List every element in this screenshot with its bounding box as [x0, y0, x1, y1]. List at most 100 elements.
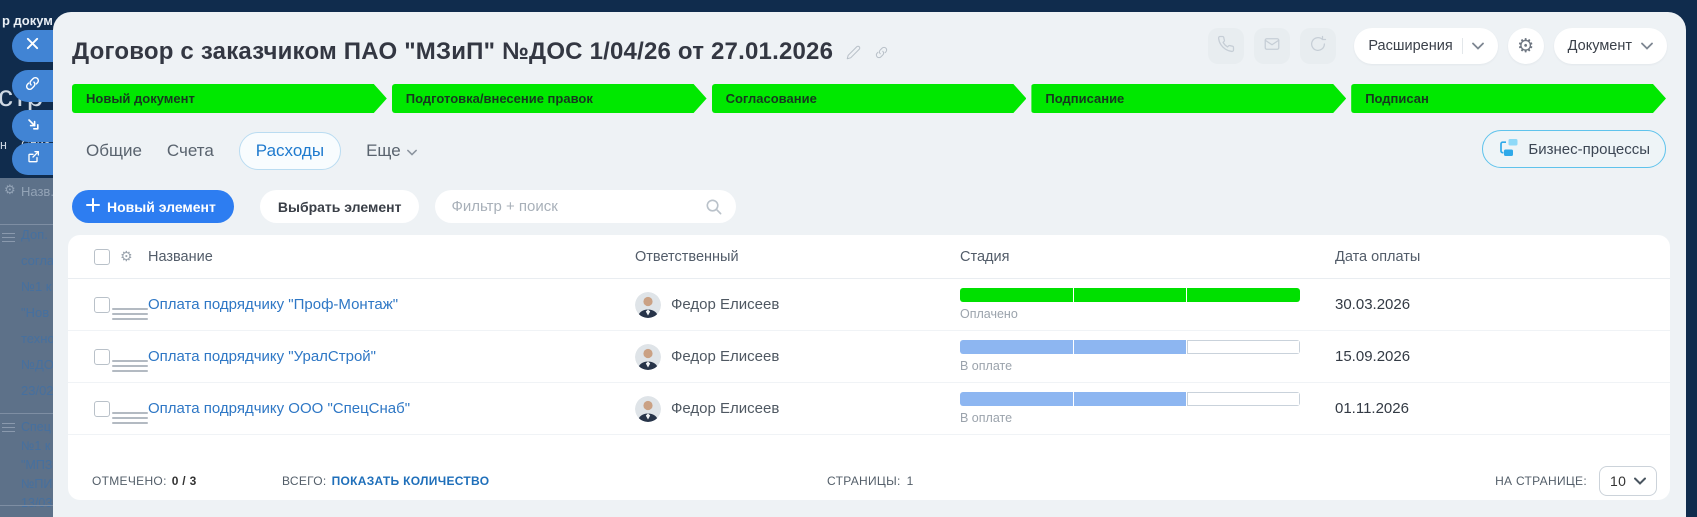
per-page-control: НА СТРАНИЦЕ: 10 [1495, 466, 1657, 496]
table-header-row: ⚙ Название Ответственный Стадия Дата опл… [68, 235, 1670, 279]
call-button[interactable] [1208, 28, 1245, 64]
tab-expenses[interactable]: Расходы [238, 132, 342, 170]
backdrop-column-fragment: Назв. [21, 184, 53, 199]
row-menu-icon[interactable] [112, 411, 148, 424]
tab-general[interactable]: Общие [86, 141, 142, 160]
avatar [635, 343, 661, 370]
stage-progress-bar[interactable] [960, 392, 1300, 406]
total-label: ВСЕГО: [282, 474, 327, 488]
header-actions: Расширения ⚙ Документ [1208, 28, 1667, 64]
filter-search-input[interactable] [435, 190, 737, 223]
tab-invoices[interactable]: Счета [166, 141, 214, 160]
document-menu-label: Документ [1567, 38, 1632, 54]
email-button[interactable] [1254, 28, 1291, 64]
envelope-icon [1263, 35, 1281, 58]
row-menu-icon[interactable] [112, 359, 148, 372]
stage-new-document[interactable]: Новый документ [72, 84, 387, 113]
chevron-down-icon [406, 141, 417, 161]
stage-approval[interactable]: Согласование [712, 84, 1027, 113]
business-process-icon [1498, 137, 1519, 162]
column-header-stage[interactable]: Стадия [960, 248, 1010, 265]
backdrop-item-fragment: Доп. согла №1 к "Нов техно №ДО 23/02 [21, 227, 53, 398]
row-name-link[interactable]: Оплата подрядчику "УралСтрой" [148, 347, 377, 365]
row-name-link[interactable]: Оплата подрядчику ООО "СпецСнаб" [148, 399, 411, 417]
stage-progress-bar[interactable] [960, 288, 1300, 302]
total-counter: ВСЕГО: ПОКАЗАТЬ КОЛИЧЕСТВО [282, 474, 489, 488]
show-count-link[interactable]: ПОКАЗАТЬ КОЛИЧЕСТВО [331, 474, 490, 488]
page-title: Договор с заказчиком ПАО "МЗиП" №ДОС 1/0… [72, 38, 834, 65]
copy-link-icon[interactable] [874, 45, 889, 60]
new-element-label: Новый элемент [107, 198, 216, 215]
document-menu-button[interactable]: Документ [1553, 28, 1667, 64]
new-element-button[interactable]: Новый элемент [72, 190, 234, 223]
row-menu-icon[interactable] [112, 307, 148, 320]
grid-settings-icon[interactable]: ⚙ [120, 248, 133, 264]
extensions-button[interactable]: Расширения [1354, 28, 1498, 64]
chevron-down-icon [1471, 38, 1484, 54]
table-row: Оплата подрядчику ООО "СпецСнаб" Федор Е… [68, 383, 1670, 435]
arrow-collapse-icon [25, 116, 41, 137]
per-page-select[interactable]: 10 [1599, 466, 1657, 496]
tabs: Общие Счета Расходы Еще [86, 132, 417, 170]
backdrop-item-fragment: Спец №1 к "МПЗ №ПИ 13/03 [21, 420, 53, 510]
pages-indicator: СТРАНИЦЫ: 1 [827, 474, 914, 488]
settings-button[interactable]: ⚙ [1507, 28, 1544, 64]
row-checkbox[interactable] [94, 296, 110, 313]
button-divider [1461, 38, 1463, 54]
filter-search [435, 190, 737, 223]
stage-label: В оплате [960, 359, 1013, 373]
backdrop-separator [0, 505, 53, 506]
stage-preparation[interactable]: Подготовка/внесение правок [392, 84, 707, 113]
slider-open-new-window-button[interactable] [12, 143, 53, 175]
stage-progress-bar[interactable] [960, 340, 1300, 354]
slider-copy-link-button[interactable] [12, 70, 53, 102]
tab-more-label: Еще [366, 141, 401, 160]
row-checkbox[interactable] [94, 348, 110, 365]
column-header-name[interactable]: Название [148, 248, 213, 265]
extensions-label: Расширения [1368, 38, 1453, 54]
column-header-payment-date[interactable]: Дата оплаты [1335, 248, 1421, 265]
stage-signing[interactable]: Подписание [1031, 84, 1346, 113]
sync-button[interactable] [1300, 28, 1337, 64]
chevron-down-icon [1641, 38, 1653, 54]
title-row: Договор с заказчиком ПАО "МЗиП" №ДОС 1/0… [72, 37, 889, 67]
backdrop-separator [0, 413, 53, 414]
refresh-circle-icon [1309, 35, 1327, 58]
edit-title-icon[interactable] [846, 45, 861, 60]
stage-label: В оплате [960, 411, 1013, 425]
pages-label: СТРАНИЦЫ: [827, 474, 901, 488]
row-checkbox[interactable] [94, 400, 110, 417]
select-element-button[interactable]: Выбрать элемент [259, 190, 420, 223]
column-header-responsible[interactable]: Ответственный [635, 248, 739, 265]
backdrop-text-fragment: н [0, 138, 7, 152]
page-number[interactable]: 1 [906, 474, 914, 488]
chevron-down-icon [1634, 477, 1646, 485]
slider-minimize-button[interactable] [12, 110, 53, 142]
stage-signed[interactable]: Подписан [1351, 84, 1666, 113]
checked-counter: ОТМЕЧЕНО: 0 / 3 [92, 474, 197, 488]
backdrop-drag-icon [2, 230, 15, 245]
business-processes-button[interactable]: Бизнес-процессы [1482, 130, 1666, 168]
payment-date: 30.03.2026 [1335, 296, 1411, 313]
external-link-icon [25, 149, 41, 170]
backdrop-gear-icon: ⚙ [4, 182, 16, 197]
responsible-name: Федор Елисеев [671, 348, 780, 365]
tab-more[interactable]: Еще [366, 141, 417, 161]
toolbar: Новый элемент Выбрать элемент [72, 190, 737, 223]
link-icon [24, 75, 41, 97]
select-all-checkbox[interactable] [94, 248, 110, 265]
backdrop-separator [0, 224, 53, 225]
row-name-link[interactable]: Оплата подрядчику "Проф-Монтаж" [148, 295, 399, 313]
backdrop-page-title-fragment: р докум [2, 13, 53, 28]
payment-date: 15.09.2026 [1335, 348, 1411, 365]
per-page-label: НА СТРАНИЦЕ: [1495, 474, 1587, 488]
table-footer: ОТМЕЧЕНО: 0 / 3 ВСЕГО: ПОКАЗАТЬ КОЛИЧЕСТ… [68, 435, 1670, 500]
payment-date: 01.11.2026 [1335, 400, 1409, 417]
table-row: Оплата подрядчику "УралСтрой" Федор Елис… [68, 331, 1670, 383]
slider-close-button[interactable] [12, 30, 53, 62]
backdrop-drag-icon [2, 420, 15, 435]
stage-label: Оплачено [960, 307, 1018, 321]
avatar [635, 395, 661, 422]
search-icon[interactable] [704, 197, 723, 221]
expenses-table: ⚙ Название Ответственный Стадия Дата опл… [68, 235, 1670, 500]
